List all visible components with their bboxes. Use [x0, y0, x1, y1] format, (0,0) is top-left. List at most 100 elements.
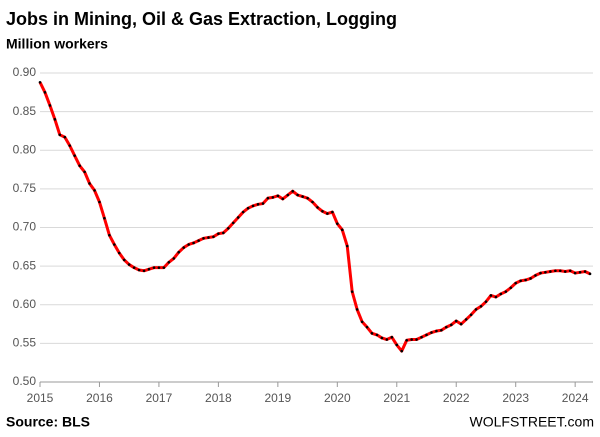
point — [63, 135, 67, 139]
point — [370, 332, 374, 335]
point — [459, 322, 463, 326]
y-tick-label: 0.60 — [13, 297, 37, 311]
point — [122, 258, 126, 262]
watermark: WOLFSTREET.com — [470, 414, 594, 430]
point — [83, 170, 86, 174]
point — [583, 270, 587, 273]
point — [197, 239, 200, 242]
point — [519, 279, 522, 283]
point — [514, 281, 517, 285]
point — [365, 325, 369, 329]
point — [167, 260, 171, 264]
point — [286, 193, 290, 197]
point — [450, 323, 453, 327]
y-tick-label: 0.55 — [13, 336, 37, 350]
point — [73, 154, 76, 157]
point — [236, 216, 240, 219]
point — [445, 325, 448, 329]
point — [68, 144, 72, 147]
point — [573, 271, 577, 275]
point — [246, 206, 250, 210]
y-tick-label: 0.50 — [13, 374, 37, 388]
point — [202, 237, 205, 240]
point — [117, 251, 121, 255]
point — [88, 182, 91, 185]
point — [336, 222, 339, 225]
point — [256, 203, 260, 206]
chart-subtitle: Million workers — [6, 36, 108, 52]
point — [355, 308, 359, 311]
point — [212, 235, 215, 239]
y-tick-label: 0.85 — [13, 104, 37, 118]
point — [435, 329, 438, 333]
point — [316, 206, 319, 209]
point — [509, 286, 513, 290]
x-tick-label: 2017 — [146, 391, 173, 405]
point — [578, 271, 582, 274]
y-tick-label: 0.80 — [13, 142, 37, 156]
point — [499, 292, 503, 296]
point — [558, 269, 562, 273]
point — [588, 272, 592, 276]
point — [296, 193, 299, 197]
point — [484, 300, 488, 303]
y-tick-label: 0.65 — [13, 258, 37, 272]
x-tick-label: 2023 — [502, 391, 529, 405]
point — [554, 269, 557, 273]
point — [266, 196, 270, 200]
point — [350, 290, 354, 293]
point — [529, 277, 532, 280]
line — [38, 81, 591, 353]
point — [172, 257, 176, 260]
point — [162, 266, 166, 269]
x-tick-label: 2020 — [324, 391, 351, 405]
point — [415, 338, 418, 341]
point — [440, 328, 443, 332]
point — [276, 194, 280, 198]
point — [103, 216, 106, 220]
point — [108, 233, 111, 237]
point — [222, 231, 225, 235]
point — [43, 91, 47, 94]
point — [321, 209, 324, 213]
point — [127, 263, 131, 266]
point — [504, 290, 508, 293]
point — [137, 268, 141, 272]
x-tick-label: 2015 — [27, 391, 54, 405]
x-tick-label: 2024 — [562, 391, 589, 405]
point — [48, 104, 52, 107]
point — [395, 343, 399, 347]
y-tick-label: 0.70 — [13, 220, 37, 234]
point — [534, 274, 537, 277]
point — [390, 335, 394, 339]
point — [464, 318, 468, 321]
point — [494, 295, 498, 299]
point — [187, 243, 190, 246]
point — [142, 269, 146, 273]
point — [281, 197, 285, 201]
x-tick-label: 2022 — [443, 391, 470, 405]
x-tick-label: 2016 — [86, 391, 113, 405]
point — [474, 308, 478, 311]
point — [563, 270, 567, 273]
point — [38, 80, 42, 84]
point — [568, 269, 572, 273]
point — [420, 335, 423, 339]
point — [261, 202, 265, 205]
point — [182, 246, 186, 249]
point — [251, 204, 255, 208]
point — [301, 195, 304, 198]
point — [410, 338, 413, 341]
point — [524, 278, 527, 282]
point — [375, 333, 379, 337]
point — [192, 241, 195, 245]
point — [385, 338, 389, 341]
point — [331, 210, 334, 214]
point — [345, 244, 349, 248]
point — [430, 331, 433, 334]
point — [425, 333, 428, 337]
point — [400, 349, 404, 353]
point — [291, 189, 295, 193]
y-tick-label: 0.75 — [13, 181, 37, 195]
